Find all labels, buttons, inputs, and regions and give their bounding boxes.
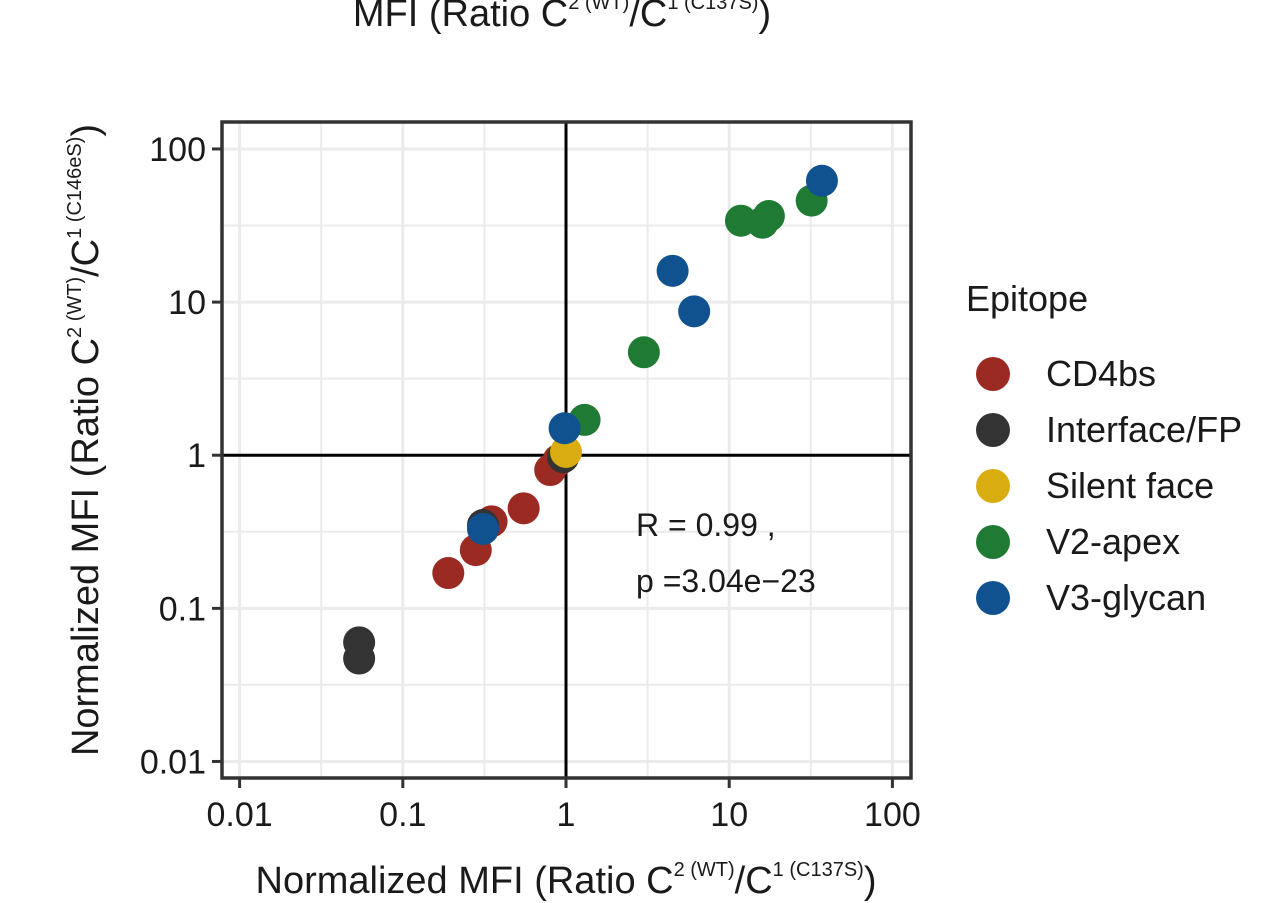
correlation-p: p =3.04e−23 <box>636 563 816 599</box>
y-tick-label: 100 <box>149 131 206 169</box>
legend-label: Interface/FP <box>1046 409 1242 450</box>
x-axis-title: Normalized MFI (Ratio C2 (WT)/C1 (C137S)… <box>256 859 877 902</box>
data-point <box>343 642 376 675</box>
x-tick-label: 0.01 <box>207 796 273 834</box>
data-point <box>805 164 838 197</box>
legend-swatch <box>976 581 1010 615</box>
data-point <box>678 295 711 328</box>
legend-swatch <box>976 525 1010 559</box>
y-tick-label: 0.1 <box>159 590 206 628</box>
data-points <box>343 164 838 675</box>
legend-title: Epitope <box>966 278 1088 319</box>
data-point <box>432 557 465 590</box>
legend-label: V2-apex <box>1046 521 1180 562</box>
data-point <box>656 254 689 287</box>
legend-swatch <box>976 357 1010 391</box>
legend-swatch <box>976 469 1010 503</box>
data-point <box>550 435 583 468</box>
x-tick-label: 1 <box>557 796 576 834</box>
x-tick-label: 10 <box>710 796 748 834</box>
data-point <box>752 199 785 232</box>
data-point <box>627 336 660 369</box>
x-axis: 0.01 0.1 1 10 100 <box>207 778 921 834</box>
legend-label: CD4bs <box>1046 353 1156 394</box>
legend: CD4bs Interface/FP Silent face V2-apex V3-gl… <box>976 353 1242 618</box>
y-axis: 0.01 0.1 1 10 100 <box>140 131 222 781</box>
legend-label: V3-glycan <box>1046 577 1206 618</box>
y-tick-label: 0.01 <box>140 743 206 781</box>
top-title: MFI (Ratio C2 (WT)/C1 (C137S)) <box>353 0 771 35</box>
y-axis-title: Normalized MFI (Ratio C2 (WT)/C1 (C146eS… <box>64 124 107 756</box>
x-tick-label: 0.1 <box>379 796 426 834</box>
data-point <box>466 512 499 545</box>
x-tick-label: 100 <box>864 796 921 834</box>
y-tick-label: 10 <box>168 284 206 322</box>
data-point <box>507 492 540 525</box>
data-point <box>548 412 581 445</box>
y-tick-label: 1 <box>187 437 206 475</box>
correlation-r: R = 0.99 , <box>636 507 776 543</box>
legend-label: Silent face <box>1046 465 1214 506</box>
legend-swatch <box>976 413 1010 447</box>
